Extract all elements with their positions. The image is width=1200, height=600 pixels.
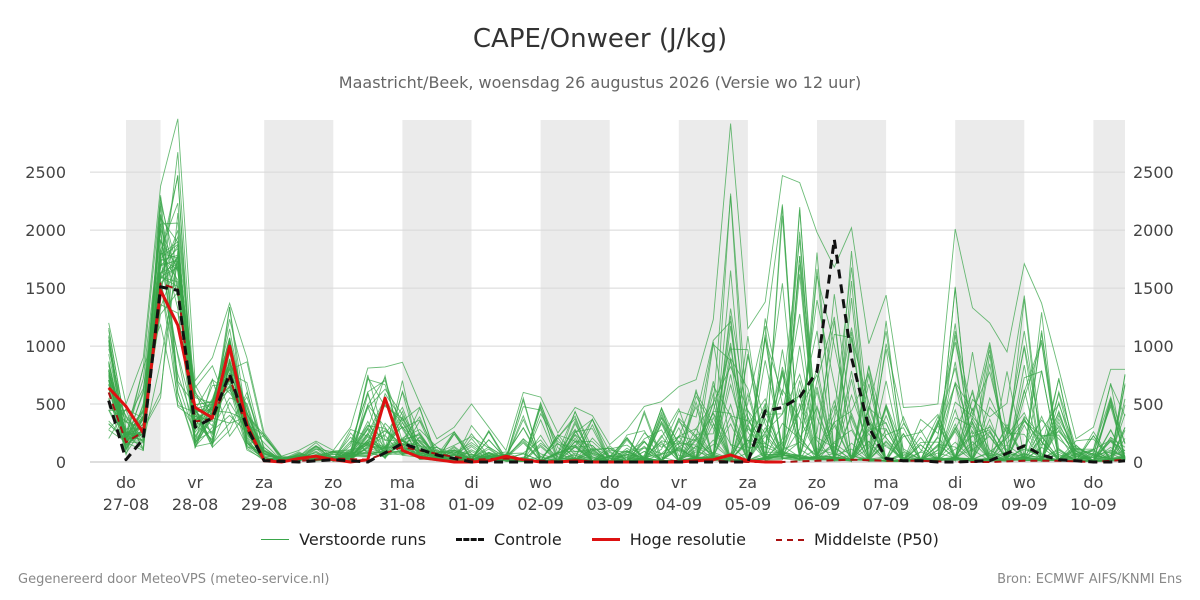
series-hoge-resolutie (107, 288, 783, 464)
x-tick-date-6: 02-09 (517, 495, 564, 514)
x-tick-day-4: ma (390, 473, 415, 492)
y-tick-left-2500: 2500 (25, 163, 66, 182)
legend-swatch-hires (591, 538, 620, 541)
x-tick-day-10: zo (808, 473, 826, 492)
night-band-1 (264, 120, 334, 462)
footer-source: Bron: ECMWF AIFS/KNMI Ens (997, 572, 1182, 587)
footer-generated-by: Gegenereerd door MeteoVPS (meteo-service… (18, 572, 330, 587)
x-tick-date-10: 06-09 (794, 495, 841, 514)
legend-item-control: Controle (456, 530, 562, 549)
legend-swatch-perturbed (261, 539, 290, 540)
legend-swatch-control (456, 538, 485, 541)
legend-label-perturbed: Verstoorde runs (299, 530, 427, 549)
legend-label-control: Controle (494, 530, 562, 549)
x-tick-day-1: vr (187, 473, 203, 492)
x-tick-day-11: ma (873, 473, 898, 492)
x-tick-date-14: 10-09 (1070, 495, 1117, 514)
x-tick-date-3: 30-08 (310, 495, 357, 514)
y-tick-right-500: 500 (1133, 395, 1164, 414)
x-tick-date-7: 03-09 (586, 495, 633, 514)
x-tick-day-13: wo (1013, 473, 1036, 492)
y-tick-right-2500: 2500 (1133, 163, 1174, 182)
night-band-3 (540, 120, 610, 462)
x-tick-day-12: di (948, 473, 963, 492)
legend-label-median: Middelste (P50) (813, 530, 939, 549)
x-axis: do 27-08 vr 28-08 za 29-08 zo 30-08 ma 31-08 di 01-… (103, 473, 1117, 514)
x-tick-day-0: do (116, 473, 136, 492)
ensemble-member-46 (108, 203, 1126, 463)
x-tick-day-8: vr (671, 473, 687, 492)
y-tick-left-500: 500 (35, 395, 66, 414)
x-tick-date-4: 31-08 (379, 495, 426, 514)
legend-item-perturbed: Verstoorde runs (261, 530, 426, 549)
x-tick-day-9: za (739, 473, 757, 492)
y-tick-right-2000: 2000 (1133, 221, 1174, 240)
y-tick-left-1000: 1000 (25, 337, 66, 356)
x-tick-date-8: 04-09 (656, 495, 703, 514)
y-tick-right-1000: 1000 (1133, 337, 1174, 356)
legend-item-hires: Hoge resolutie (591, 530, 746, 549)
y-tick-left-1500: 1500 (25, 279, 66, 298)
y-tick-left-0: 0 (56, 453, 66, 472)
x-tick-day-5: di (464, 473, 479, 492)
x-tick-date-2: 29-08 (241, 495, 288, 514)
x-tick-day-14: do (1083, 473, 1103, 492)
y-tick-right-0: 0 (1133, 453, 1143, 472)
x-tick-date-0: 27-08 (103, 495, 150, 514)
y-tick-left-2000: 2000 (25, 221, 66, 240)
legend-label-hires: Hoge resolutie (629, 530, 746, 549)
x-tick-day-7: do (600, 473, 620, 492)
y-axis-left: 0 500 1000 1500 2000 2500 (25, 163, 66, 472)
night-bands (126, 120, 1125, 462)
x-tick-date-9: 05-09 (725, 495, 772, 514)
legend-item-median: Middelste (P50) (775, 530, 939, 549)
x-tick-date-11: 07-09 (863, 495, 910, 514)
chart-title: CAPE/Onweer (J/kg) (472, 24, 728, 54)
ensemble-member-1 (108, 118, 1125, 457)
x-tick-date-5: 01-09 (448, 495, 495, 514)
x-tick-day-2: za (255, 473, 273, 492)
x-tick-date-13: 09-09 (1001, 495, 1048, 514)
x-tick-date-1: 28-08 (172, 495, 219, 514)
x-tick-date-12: 08-09 (932, 495, 979, 514)
series-controle (107, 237, 1126, 464)
legend: Verstoorde runs Controle Hoge resolutie … (0, 530, 1200, 549)
night-band-2 (402, 120, 472, 462)
main-series-lines (107, 237, 1126, 464)
legend-swatch-median (775, 538, 804, 541)
x-tick-day-3: zo (324, 473, 342, 492)
x-tick-day-6: wo (529, 473, 552, 492)
y-axis-right: 0 500 1000 1500 2000 2500 (1133, 163, 1174, 472)
y-tick-right-1500: 1500 (1133, 279, 1174, 298)
chart-subtitle: Maastricht/Beek, woensdag 26 augustus 20… (338, 73, 862, 92)
